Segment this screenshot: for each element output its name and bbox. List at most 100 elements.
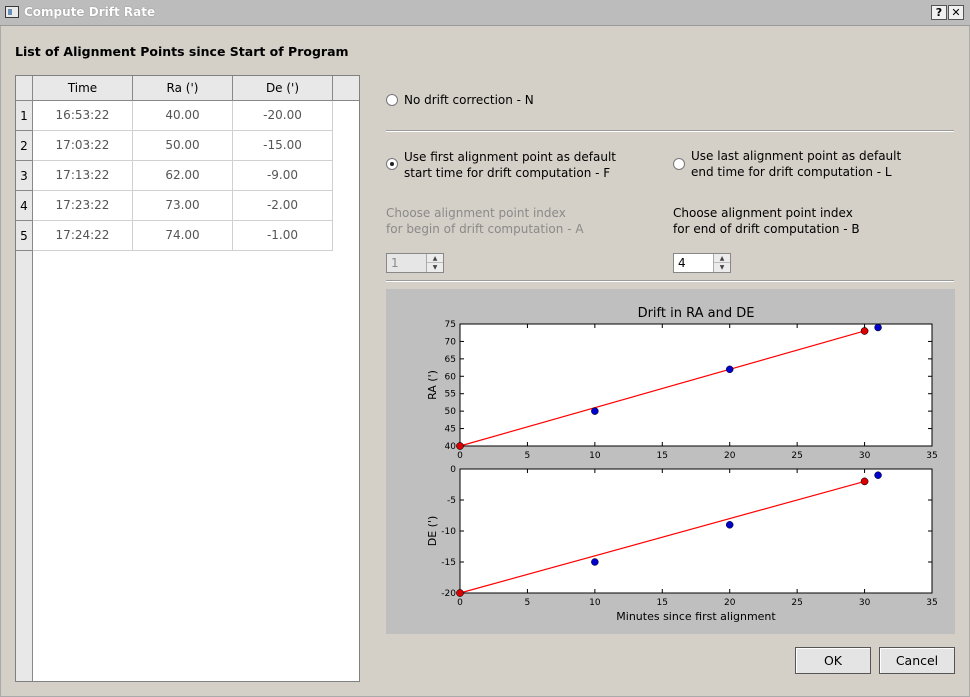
use-last-point-label[interactable]: Use last alignment point as default end … (691, 149, 902, 179)
x-tick-label: 0 (457, 451, 463, 461)
help-button[interactable]: ? (931, 5, 947, 20)
row-header[interactable]: 5 (16, 221, 33, 251)
cancel-button[interactable]: Cancel (879, 647, 955, 674)
ok-button[interactable]: OK (795, 647, 871, 674)
y-tick-label: 50 (445, 407, 457, 417)
data-point (874, 471, 882, 479)
x-tick-label: 0 (457, 598, 463, 608)
row-header[interactable]: 2 (16, 131, 33, 161)
cell-time[interactable]: 17:13:22 (33, 161, 133, 191)
cell-ra[interactable]: 50.00 (133, 131, 233, 161)
end-index-arrows[interactable]: ▲ ▼ (713, 254, 730, 272)
fit-line (459, 480, 865, 594)
y-tick-label: -15 (441, 558, 456, 568)
no-drift-radio[interactable] (386, 94, 398, 106)
x-tick-label: 30 (859, 451, 871, 461)
row-header[interactable]: 4 (16, 191, 33, 221)
plot-area (459, 468, 933, 594)
spin-down-icon[interactable]: ▼ (432, 264, 438, 271)
window-icon (5, 6, 19, 18)
begin-index-arrows[interactable]: ▲ ▼ (426, 254, 443, 272)
cell-de[interactable]: -15.00 (233, 131, 333, 161)
end-index-value[interactable]: 4 (678, 256, 686, 270)
y-tick-label: 40 (445, 442, 457, 452)
x-tick-label: 35 (926, 598, 937, 608)
alignment-points-table[interactable]: Time Ra (') De (') 1 16:53:22 40.00 -20.… (15, 75, 360, 682)
column-header-de[interactable]: De (') (233, 76, 333, 101)
y-tick-label: 70 (445, 337, 457, 347)
row-header[interactable]: 3 (16, 161, 33, 191)
cell-time[interactable]: 17:23:22 (33, 191, 133, 221)
drift-chart-svg: Drift in RA and DE0 5 10 15 20 25 30 3540455055… (426, 306, 938, 623)
spin-up-icon[interactable]: ▲ (714, 254, 730, 263)
data-point (725, 521, 734, 529)
drift-chart: Drift in RA and DE 0 5 10 15 20 25 30 35 40 45 50 55… (386, 289, 955, 634)
cell-ra[interactable]: 73.00 (133, 191, 233, 221)
begin-index-spinbox[interactable]: 1 ▲ ▼ (386, 253, 444, 273)
x-tick-label: 30 (859, 598, 871, 608)
x-tick-label: 10 (589, 598, 601, 608)
cell-de[interactable]: -20.00 (233, 101, 333, 131)
cell-time[interactable]: 16:53:22 (33, 101, 133, 131)
separator (386, 280, 954, 282)
table-corner[interactable] (16, 76, 33, 101)
cell-time[interactable]: 17:03:22 (33, 131, 133, 161)
y-tick-label: 60 (445, 372, 457, 382)
data-point (725, 365, 734, 374)
use-first-point-radio[interactable] (386, 158, 398, 170)
x-tick-label: 15 (657, 451, 668, 461)
selected-point (860, 477, 869, 486)
x-tick-label: 5 (525, 598, 531, 608)
x-tick-label: 10 (589, 451, 601, 461)
selected-point (860, 327, 869, 335)
y-tick-label: -5 (447, 496, 456, 506)
column-header-time[interactable]: Time (33, 76, 133, 101)
x-tick-label: 5 (525, 451, 531, 461)
data-point (591, 558, 599, 566)
end-index-label: Choose alignment point index for end of … (673, 206, 860, 236)
y-axis-label: RA (') (426, 370, 439, 400)
x-tick-label: 15 (657, 598, 668, 608)
selected-point (456, 589, 464, 597)
y-tick-label: 55 (445, 390, 456, 400)
use-last-point-radio[interactable] (673, 158, 685, 170)
y-axis-label: DE (') (426, 516, 439, 547)
fit-line (459, 330, 865, 447)
window-title: Compute Drift Rate (24, 5, 156, 19)
x-tick-label: 35 (926, 451, 937, 461)
cell-de[interactable]: -9.00 (233, 161, 333, 191)
x-tick-label: 25 (791, 598, 802, 608)
cell-de[interactable]: -1.00 (233, 221, 333, 251)
close-button[interactable]: ✕ (948, 5, 964, 20)
row-header-filler (16, 251, 33, 681)
y-tick-label: -10 (441, 527, 456, 537)
cell-ra[interactable]: 62.00 (133, 161, 233, 191)
cell-ra[interactable]: 74.00 (133, 221, 233, 251)
chart-title: Drift in RA and DE (638, 306, 755, 321)
x-tick-label: 25 (791, 451, 802, 461)
cell-de[interactable]: -2.00 (233, 191, 333, 221)
spin-down-icon[interactable]: ▼ (719, 264, 725, 271)
no-drift-label[interactable]: No drift correction - N (404, 93, 534, 107)
x-axis-label: Minutes since first alignment (616, 610, 776, 623)
data-point (874, 323, 882, 332)
y-tick-label: 0 (450, 465, 456, 475)
row-header[interactable]: 1 (16, 101, 33, 131)
begin-index-value[interactable]: 1 (391, 256, 399, 270)
column-header-ra[interactable]: Ra (') (133, 76, 233, 101)
plot-area (459, 323, 933, 447)
y-tick-label: 65 (445, 355, 456, 365)
cell-time[interactable]: 17:24:22 (33, 221, 133, 251)
y-tick-label: -20 (441, 589, 456, 599)
x-tick-label: 20 (724, 598, 736, 608)
x-tick-label: 20 (724, 451, 736, 461)
title-bar: Compute Drift Rate ? ✕ (0, 0, 970, 26)
spin-up-icon[interactable]: ▲ (427, 254, 443, 263)
y-tick-label: 75 (445, 320, 456, 330)
list-heading: List of Alignment Points since Start of … (15, 44, 349, 59)
selected-point (456, 442, 464, 450)
data-point (591, 407, 599, 415)
use-first-point-label[interactable]: Use first alignment point as default sta… (404, 150, 616, 180)
cell-ra[interactable]: 40.00 (133, 101, 233, 131)
end-index-spinbox[interactable]: 4 ▲ ▼ (673, 253, 731, 273)
